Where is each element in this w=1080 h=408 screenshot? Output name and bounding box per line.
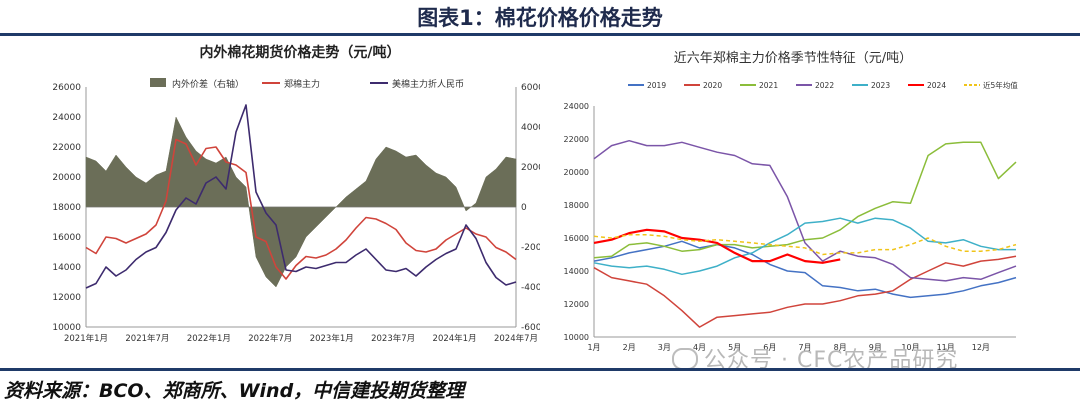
y-tick-label: 18000: [564, 201, 589, 210]
figure-title: 图表1：棉花价格价格走势: [417, 6, 663, 30]
legend-label: 2020: [703, 81, 722, 90]
x-tick-label: 3月: [658, 343, 671, 352]
x-tick-label: 12月: [972, 343, 990, 352]
legend-label: 内外价差（右轴）: [172, 78, 244, 90]
left-chart: 内外棉花期货价格走势（元/吨） 内外价差（右轴） 郑棉主力 美棉主力折人民币 26000…: [52, 44, 540, 344]
x-tick-label: 11月: [937, 343, 955, 352]
x-tick-label: 10月: [901, 343, 919, 352]
y-tick-label: 24000: [52, 113, 81, 123]
series-line-2020: [593, 255, 1017, 328]
x-tick-label: 1月: [587, 343, 600, 352]
series-line-近5年均值: [593, 233, 1017, 256]
x-tick-label: 8月: [834, 343, 847, 352]
series-line-2024: [593, 228, 841, 264]
x-tick-label: 2021年7月: [125, 333, 169, 344]
series-line-2021: [593, 141, 1017, 259]
y-tick-label: 12000: [564, 300, 589, 309]
chart-title: 内外棉花期货价格走势（元/吨）: [199, 44, 400, 61]
x-tick-label: 2023年7月: [371, 333, 415, 344]
y-tick-label: 18000: [52, 203, 81, 213]
y-tick-label: 26000: [52, 83, 81, 93]
y2-tick-label: -6000: [521, 323, 540, 333]
y-tick-label: 10000: [564, 333, 589, 342]
top-rule: [0, 33, 1080, 36]
series-zce-line: [85, 138, 517, 280]
x-tick-label: 2022年7月: [248, 333, 292, 344]
x-tick-label: 4月: [693, 343, 706, 352]
y2-tick-label: 2000: [521, 163, 540, 173]
x-tick-label: 2021年1月: [64, 333, 108, 344]
x-tick-label: 9月: [869, 343, 882, 352]
x-tick-label: 2024年1月: [433, 333, 477, 344]
y2-tick-label: 0: [521, 203, 527, 213]
x-tick-label: 6月: [763, 343, 776, 352]
right-chart: 近六年郑棉主力价格季节性特征（元/吨） 2019 2020 2021 2022 2023 2…: [564, 50, 1019, 352]
x-tick-label: 2022年1月: [187, 333, 231, 344]
legend-swatch: [150, 78, 166, 87]
y2-tick-label: -2000: [521, 243, 540, 253]
y-tick-label: 20000: [564, 168, 589, 177]
y-tick-label: 16000: [564, 234, 589, 243]
y2-tick-label: -4000: [521, 283, 540, 293]
y-tick-label: 20000: [52, 173, 81, 183]
y-tick-label: 10000: [52, 323, 81, 333]
y-tick-label: 22000: [52, 143, 81, 153]
series-line-2023: [593, 217, 1016, 276]
x-tick-label: 7月: [798, 343, 811, 352]
legend-label: 2023: [871, 81, 890, 90]
x-tick-label: 2024年7月: [494, 333, 538, 344]
y2-tick-label: 6000: [521, 83, 540, 93]
legend-label: 2024: [927, 81, 946, 90]
x-tick-label: 5月: [728, 343, 741, 352]
y-tick-label: 12000: [52, 293, 81, 303]
series-ice-line: [85, 104, 517, 289]
series-line-2022: [593, 139, 1017, 282]
y2-tick-label: 4000: [521, 123, 540, 133]
x-tick-label: 2023年1月: [310, 333, 354, 344]
legend-label: 美棉主力折人民币: [392, 78, 464, 90]
chart-title: 近六年郑棉主力价格季节性特征（元/吨）: [674, 50, 912, 66]
y-tick-label: 22000: [564, 135, 589, 144]
y-tick-label: 24000: [564, 102, 589, 111]
wechat-icon: [672, 348, 698, 370]
legend-label: 郑棉主力: [284, 78, 320, 90]
y-tick-label: 14000: [564, 267, 589, 276]
x-tick-label: 2月: [623, 343, 636, 352]
legend-label: 2022: [815, 81, 834, 90]
y-tick-label: 16000: [52, 233, 81, 243]
bottom-rule: [0, 368, 1080, 371]
series-line-2019: [593, 240, 1017, 299]
legend-label: 2019: [647, 81, 666, 90]
source-note: 资料来源：BCO、郑商所、Wind，中信建投期货整理: [4, 380, 465, 402]
y-tick-label: 14000: [52, 263, 81, 273]
legend-label: 近5年均值: [983, 80, 1018, 90]
legend-label: 2021: [759, 81, 778, 90]
